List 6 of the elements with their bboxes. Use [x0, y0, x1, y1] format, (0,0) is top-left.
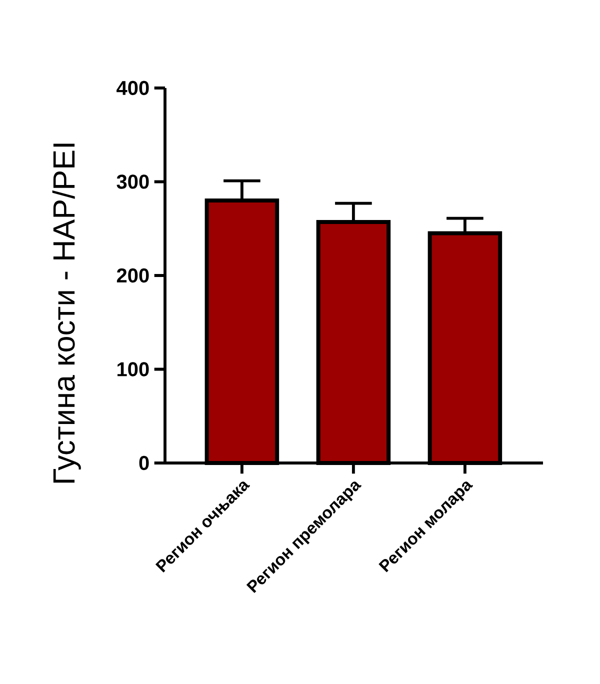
y-axis-title: Густина кости - HAP/PEI: [52, 144, 81, 483]
y-tick-label: 100: [118, 362, 149, 376]
y-tick-label: 400: [116, 80, 149, 96]
y-tick-label: 0: [139, 456, 149, 470]
y-tick-label: 300: [116, 174, 149, 189]
y-tick-label: 200: [116, 268, 149, 283]
